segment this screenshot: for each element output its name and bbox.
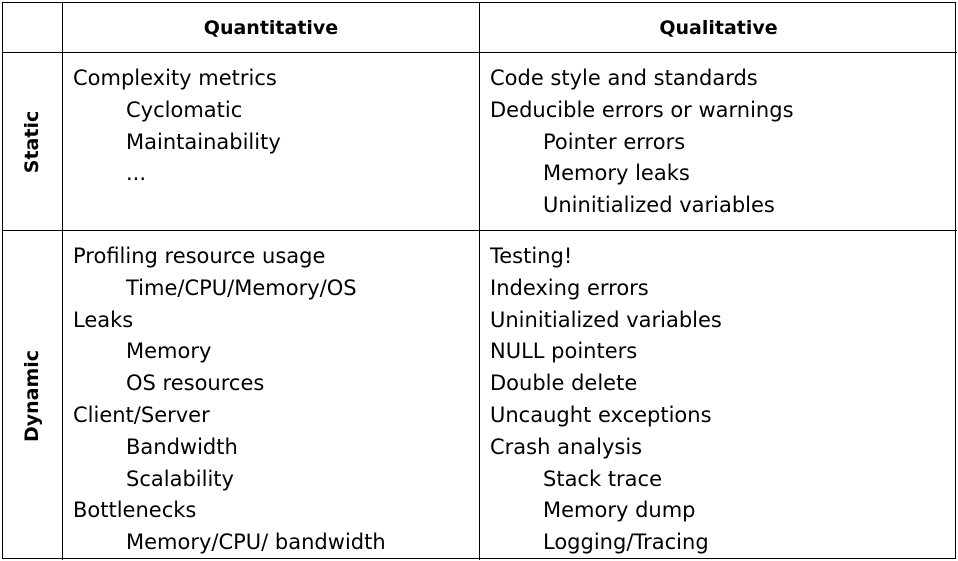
dynamic-qualitative-list: Testing! Indexing errors Uninitialized var… <box>480 231 957 559</box>
list-item: Bottlenecks <box>73 498 197 523</box>
sub-item: Maintainability <box>126 129 281 154</box>
sub-item: Memory/CPU/ bandwidth <box>126 530 386 555</box>
sub-item: ... <box>126 161 147 186</box>
row-label-static: Static <box>21 110 44 173</box>
sub-item: Memory dump <box>543 498 696 523</box>
list-item: Code style and standards <box>490 66 758 90</box>
dynamic-quantitative-cell: Profiling resource usage Time/CPU/Memory/… <box>63 231 480 560</box>
list-item: NULL pointers <box>490 339 638 364</box>
list-item: Uncaught exceptions <box>490 402 712 427</box>
sub-item: OS resources <box>126 371 265 396</box>
column-header-quantitative: Quantitative <box>63 3 480 53</box>
list-item: Complexity metrics <box>73 66 277 90</box>
list-item: Profiling resource usage <box>73 244 326 268</box>
sub-item: Time/CPU/Memory/OS <box>126 275 357 300</box>
sub-item: Scalability <box>126 466 234 491</box>
list-item: Deducible errors or warnings <box>490 97 794 122</box>
sub-item: Memory leaks <box>543 161 690 186</box>
dynamic-quantitative-list: Profiling resource usage Time/CPU/Memory/… <box>63 231 479 559</box>
list-item: Leaks <box>73 307 134 332</box>
static-quantitative-list: Complexity metrics Cyclomatic Maintainabil… <box>63 53 479 190</box>
sub-item: Stack trace <box>543 466 663 491</box>
sub-item: Cyclomatic <box>126 97 243 122</box>
list-item: Crash analysis <box>490 434 643 459</box>
static-quantitative-cell: Complexity metrics Cyclomatic Maintainabil… <box>63 53 480 231</box>
sub-item: Pointer errors <box>543 129 686 154</box>
row-label-dynamic-cell: Dynamic <box>3 231 63 560</box>
list-item: Client/Server <box>73 402 210 427</box>
list-item: Double delete <box>490 371 638 396</box>
row-label-dynamic: Dynamic <box>21 349 44 442</box>
corner-cell <box>3 3 63 53</box>
static-qualitative-cell: Code style and standards Deducible errors… <box>480 53 957 231</box>
sub-item: Logging/Tracing <box>543 530 709 555</box>
sub-item: Memory <box>126 339 212 364</box>
list-item: Uninitialized variables <box>490 307 722 332</box>
static-qualitative-list: Code style and standards Deducible errors… <box>480 53 957 222</box>
sub-item: Uninitialized variables <box>543 193 775 218</box>
sub-item: Bandwidth <box>126 434 238 459</box>
list-item: Indexing errors <box>490 275 649 300</box>
row-label-static-cell: Static <box>3 53 63 231</box>
list-item: Testing! <box>490 244 573 268</box>
column-header-qualitative: Qualitative <box>480 3 957 53</box>
dynamic-qualitative-cell: Testing! Indexing errors Uninitialized var… <box>480 231 957 560</box>
